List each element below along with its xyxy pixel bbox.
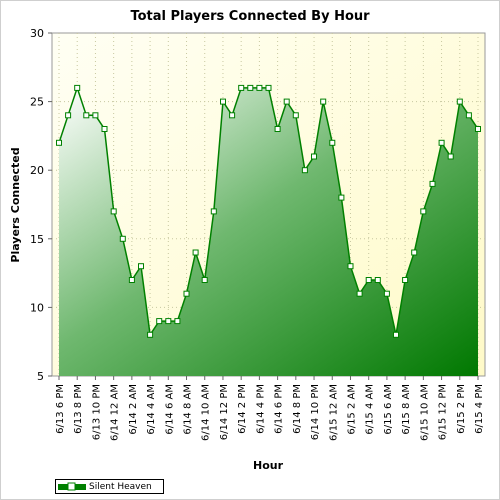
x-tick-label: 6/15 6 AM [383,384,394,435]
data-point [156,318,163,325]
data-point [320,98,327,105]
x-tick-label: 6/15 4 AM [365,384,376,435]
series-area-fill [59,87,478,377]
x-tick-label: 6/15 12 PM [438,384,449,440]
data-point [365,277,372,283]
y-tick-label: 15 [30,233,44,246]
data-point [447,153,454,160]
x-tick-label: 6/14 4 PM [255,384,266,434]
data-point [329,139,336,146]
x-tick-label: 6/13 8 PM [73,384,84,434]
data-point [174,318,181,325]
data-point [256,84,263,91]
data-point [65,112,72,119]
y-tick-label: 5 [37,370,44,383]
data-point [420,208,427,215]
x-tick-label: 6/14 6 PM [274,384,285,434]
x-tick-label: 6/14 6 AM [164,384,175,435]
axes [48,32,479,380]
data-point [438,139,445,146]
x-tick-labels: 6/13 6 PM 6/13 8 PM 6/13 10 PM 6/14 12 AM 6/… [55,384,485,441]
data-point [347,263,354,270]
x-tick-label: 6/13 10 PM [91,384,102,440]
x-axis-label: Hour [253,459,284,472]
x-tick-label: 6/15 2 PM [456,384,467,434]
data-point [465,112,472,119]
x-tick-label: 6/15 10 AM [419,384,430,441]
data-point [128,277,135,283]
data-point [138,263,144,270]
x-tick-label: 6/14 2 PM [237,384,248,434]
x-tick-label: 6/15 4 PM [474,384,485,434]
y-tick-labels: 5 10 15 20 25 30 [30,27,44,383]
data-point [147,331,154,338]
data-point [429,180,436,187]
data-point [210,208,217,215]
data-point [101,126,108,132]
data-point [92,112,99,119]
x-tick-label: 6/14 10 AM [201,384,212,441]
chart-title: Total Players Connected By Hour [130,9,370,24]
y-tick-label: 30 [30,27,44,40]
data-point [165,318,172,325]
x-tick-label: 6/15 12 AM [328,384,339,441]
x-tick-label: 6/15 2 AM [346,384,357,435]
x-tick-label: 6/14 12 PM [219,384,230,440]
data-point [283,98,290,105]
x-tick-label: 6/15 8 AM [401,384,412,435]
x-tick-label: 6/14 2 AM [128,384,139,435]
data-point [183,290,190,297]
data-point [220,98,226,105]
data-point [311,153,317,160]
data-point [119,235,126,242]
x-tick-label: 6/14 12 AM [110,384,121,441]
data-point [475,126,481,132]
x-tick-label: 6/14 8 PM [292,384,303,434]
data-point [83,112,90,119]
legend: Silent Heaven [55,479,164,494]
data-point [110,208,117,215]
data-point [456,98,463,105]
data-point [265,84,272,91]
x-tick-label: 6/14 8 AM [183,384,194,435]
data-point [301,167,308,174]
data-point [338,194,345,201]
x-tick-label: 6/13 6 PM [55,384,66,434]
data-point [356,290,363,297]
x-tick-label: 6/14 4 AM [146,384,157,435]
data-point [238,84,245,91]
data-point [402,277,409,283]
data-point [383,290,390,297]
data-point [229,112,236,119]
data-point [374,277,381,283]
data-point [56,139,62,146]
x-tick-label: 6/14 10 PM [310,384,321,440]
y-tick-label: 20 [30,164,44,177]
legend-label: Silent Heaven [89,481,152,492]
series-markers [56,84,481,338]
legend-swatch-icon [58,482,86,490]
y-axis-label: Players Connected [9,147,22,262]
data-point [201,277,208,283]
data-point [247,84,254,91]
data-point [274,126,281,132]
data-point [192,249,199,256]
y-tick-label: 25 [30,96,44,109]
data-point [393,331,399,338]
data-point [411,249,418,256]
data-point [292,112,299,119]
data-point [74,84,81,91]
y-tick-label: 10 [30,301,44,314]
